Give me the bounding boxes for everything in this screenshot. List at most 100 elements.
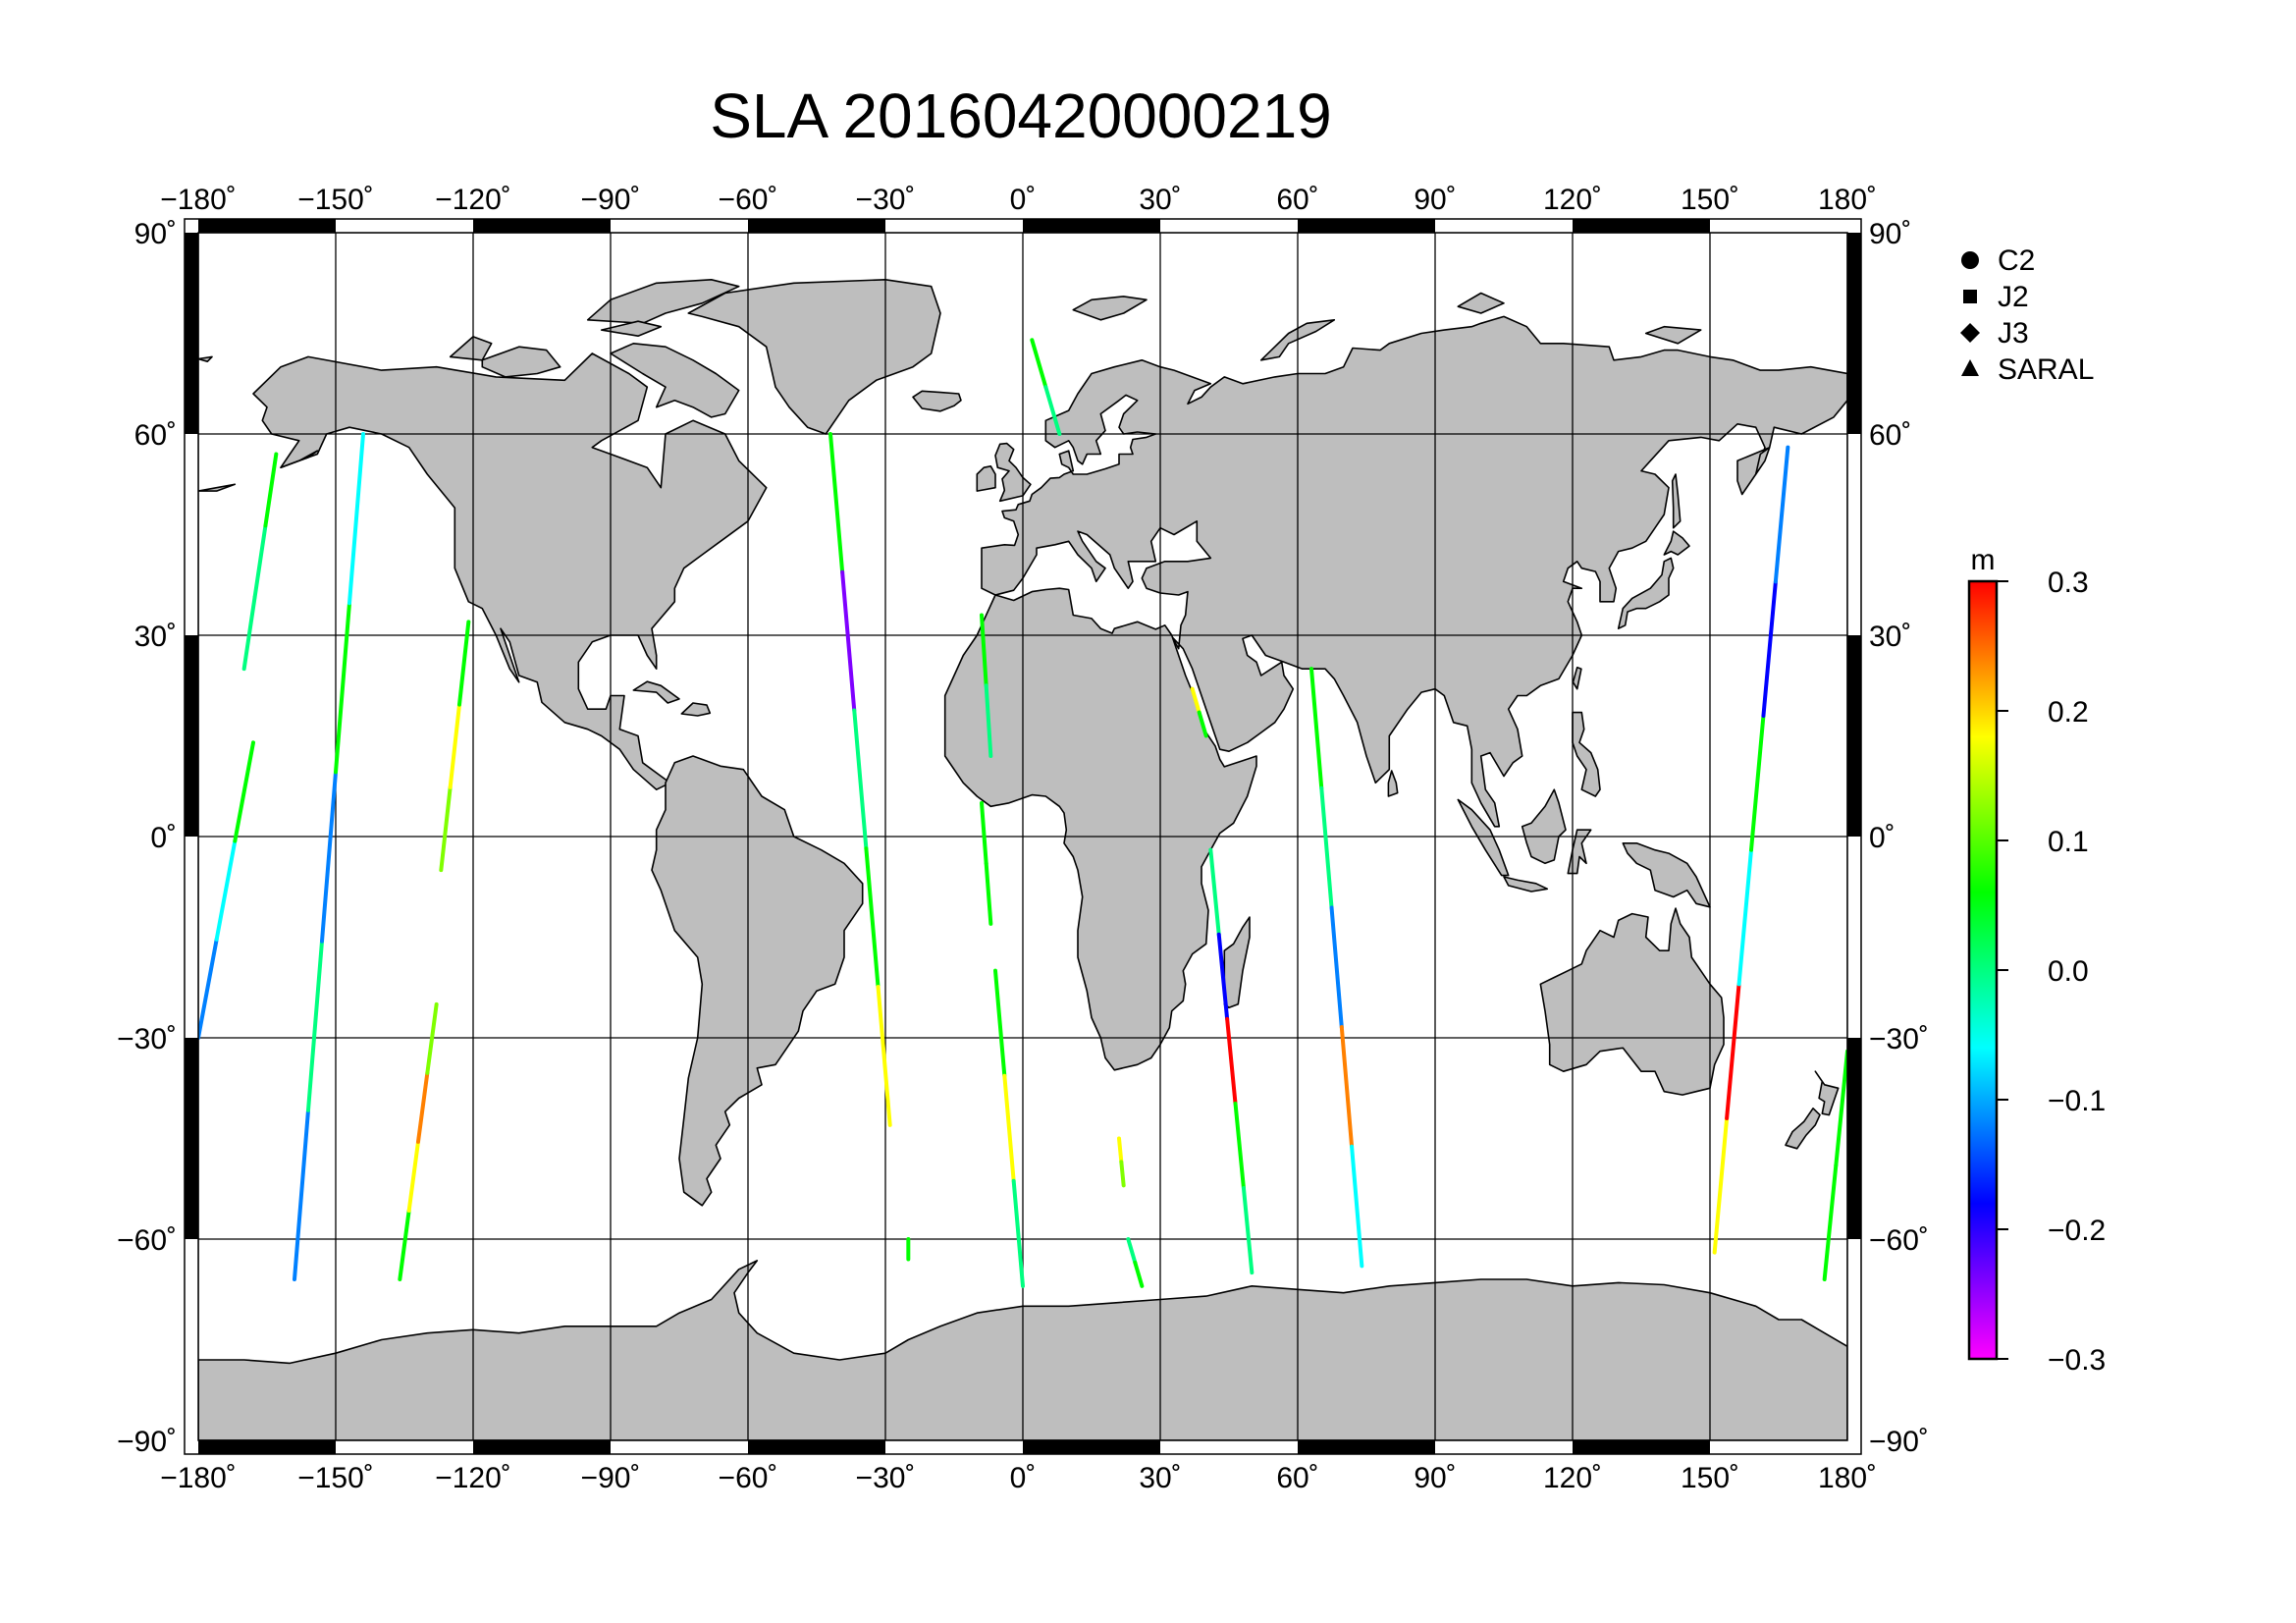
track-segment xyxy=(1329,905,1344,1030)
y-tick-label: −30˚ xyxy=(117,1023,177,1055)
land-kamchatka-tip xyxy=(1754,446,1771,475)
legend-item-j3: J3 xyxy=(1960,317,2029,350)
track-segment xyxy=(1197,710,1208,738)
land-new-zealand-north xyxy=(1814,1070,1840,1116)
track-segment xyxy=(347,432,365,606)
track-segment xyxy=(448,702,461,789)
diamond-marker-icon xyxy=(1960,323,1980,343)
track-segment xyxy=(1309,667,1324,790)
altimetry-track-2 xyxy=(241,452,279,672)
land-iceland xyxy=(912,390,962,412)
frame-segment-bottom xyxy=(1023,1440,1160,1454)
track-segment xyxy=(1233,1101,1246,1191)
land-south-america xyxy=(651,755,864,1207)
land-new-siberian-islands xyxy=(1644,325,1702,345)
land-hokkaido xyxy=(1663,530,1690,556)
land-new-guinea xyxy=(1622,842,1711,908)
altimetry-track-14 xyxy=(1190,686,1208,738)
altimetry-track-6 xyxy=(828,432,892,1127)
x-tick-label: 90˚ xyxy=(1414,184,1456,216)
track-segment xyxy=(828,432,845,574)
colorbar-gradient xyxy=(1967,579,1999,1361)
x-tick-label: 60˚ xyxy=(1276,184,1318,216)
x-tick-label: 150˚ xyxy=(1681,184,1739,216)
colorbar-unit: m xyxy=(1971,544,1996,576)
track-segment xyxy=(306,939,324,1112)
track-segment xyxy=(1208,847,1221,937)
altimetry-track-15 xyxy=(1208,847,1255,1275)
y-tick-label: −90˚ xyxy=(117,1426,177,1458)
land-sulawesi xyxy=(1567,829,1592,875)
altimetry-track-8 xyxy=(980,800,993,926)
y-tick-label: 0˚ xyxy=(1869,822,1896,854)
track-segment xyxy=(425,1001,439,1075)
track-segment xyxy=(1216,932,1230,1021)
land-sakhalin xyxy=(1671,473,1682,529)
track-segment xyxy=(252,523,268,600)
land-victoria-island xyxy=(481,346,561,378)
x-tick-label: 180˚ xyxy=(1818,184,1877,216)
x-tick-label: 90˚ xyxy=(1414,1462,1456,1494)
track-segment xyxy=(457,620,471,707)
track-segment xyxy=(1749,714,1766,852)
frame-segment-top xyxy=(1573,219,1710,233)
land-sumatra xyxy=(1457,798,1510,877)
frame-segment-top xyxy=(748,219,885,233)
x-tick-labels-top: −180˚ −150˚ −120˚ −90˚ −60˚ −30˚ 0˚ 30˚ 60˚ 90˚ 12… xyxy=(160,184,1877,216)
legend-label: C2 xyxy=(1998,244,2035,277)
track-segment xyxy=(233,740,255,843)
track-segment xyxy=(1011,1178,1025,1288)
track-segment xyxy=(1339,1025,1355,1149)
track-segment xyxy=(1834,1049,1847,1167)
track-segment xyxy=(1002,1073,1016,1183)
land-borneo xyxy=(1521,788,1567,865)
land-great-britain xyxy=(994,442,1032,503)
track-segment xyxy=(876,985,892,1127)
land-hispaniola xyxy=(680,702,712,717)
legend-label: J3 xyxy=(1998,317,2029,350)
legend-item-j2: J2 xyxy=(1963,281,2029,313)
track-segment xyxy=(984,683,993,758)
altimetry-tracks xyxy=(198,338,1847,1288)
land-ireland xyxy=(976,465,996,492)
track-segment xyxy=(1043,385,1062,436)
land-severnaya-zemlya xyxy=(1457,292,1505,314)
x-tick-label: −30˚ xyxy=(856,184,916,216)
track-segment xyxy=(1241,1186,1255,1275)
y-tick-label: −30˚ xyxy=(1869,1023,1929,1055)
altimetry-track-7 xyxy=(980,613,993,758)
frame-segment-bottom xyxy=(1573,1440,1710,1454)
x-tick-label: 180˚ xyxy=(1818,1462,1877,1494)
x-tick-label: −30˚ xyxy=(856,1462,916,1494)
square-marker-icon xyxy=(1963,290,1977,303)
y-tick-label: −60˚ xyxy=(117,1224,177,1257)
x-tick-label: −90˚ xyxy=(581,1462,641,1494)
colorbar-tick-label: 0.2 xyxy=(2048,696,2089,729)
land-greenland xyxy=(687,279,941,435)
colorbar-tick-label: 0.3 xyxy=(2048,567,2089,599)
track-segment xyxy=(293,1108,310,1281)
sla-colorbar: m 0.3 0.2 0.1 0.0 −0.1 −0.2 −0.3 xyxy=(1967,544,2106,1377)
graticule xyxy=(198,233,1847,1440)
land-ellesmere-island xyxy=(586,279,740,325)
y-tick-label: 90˚ xyxy=(134,218,177,250)
track-segment xyxy=(1225,1016,1238,1106)
colorbar-tick-label: −0.1 xyxy=(2048,1085,2106,1117)
x-tick-label: −90˚ xyxy=(581,184,641,216)
colorbar-tick-label: 0.1 xyxy=(2048,826,2089,858)
altimetry-track-18 xyxy=(1822,1049,1847,1281)
land-devon-island xyxy=(600,320,663,337)
map-title: SLA 20160420000219 xyxy=(710,81,1332,151)
frame-segment-left xyxy=(185,1038,198,1239)
track-segment xyxy=(416,1070,430,1144)
land-baffin-island xyxy=(610,343,740,418)
track-segment xyxy=(1030,338,1048,390)
land-banks-island xyxy=(449,336,493,361)
land-new-zealand-south xyxy=(1785,1108,1821,1150)
track-segment xyxy=(980,613,988,688)
x-tick-label: −60˚ xyxy=(719,184,778,216)
track-segment xyxy=(864,846,881,990)
x-tick-label: 150˚ xyxy=(1681,1462,1739,1494)
